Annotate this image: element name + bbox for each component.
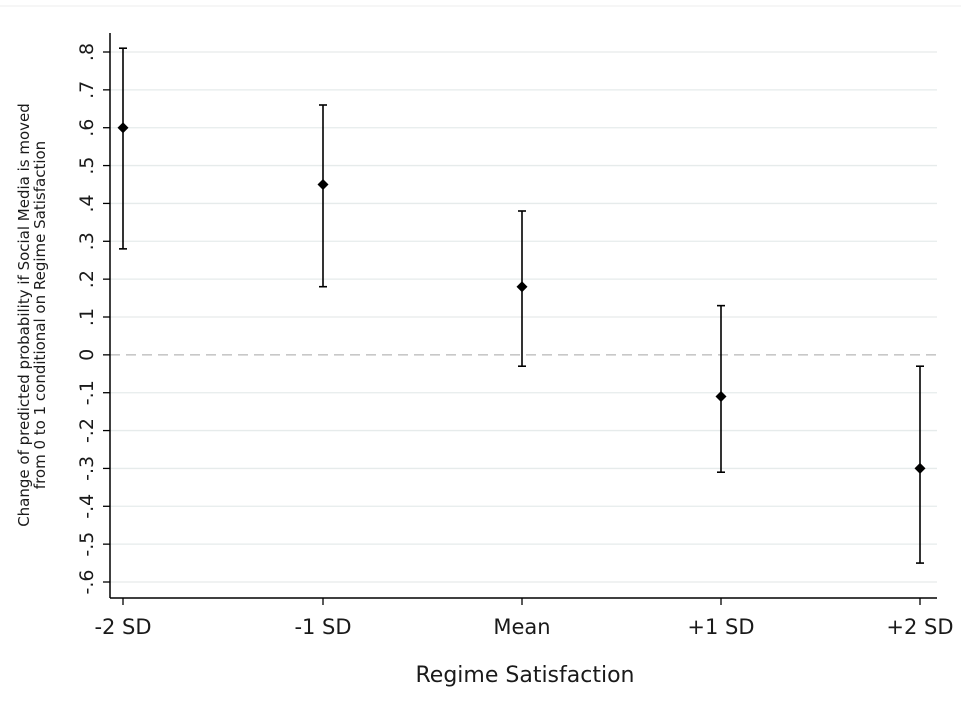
y-axis-title-line-2: from 0 to 1 conditional on Regime Satisf… [31,141,49,489]
data-point-group [117,47,129,250]
y-tick-label: -.2 [76,418,98,443]
y-tick-label: .3 [76,232,98,250]
x-tick-layer: -2 SD -1 SD Mean +1 SD +2 SD [94,615,953,639]
x-axis-title: Regime Satisfaction [416,663,635,688]
data-point-group [516,210,528,368]
x-tick-label: -2 SD [94,615,151,639]
point-estimate-marker [516,281,528,293]
point-estimate-marker [317,179,329,190]
y-tick-label: -.1 [76,380,98,405]
y-tick-label: .1 [76,308,98,326]
y-tick-label: .6 [76,119,98,137]
point-estimate-marker [914,462,926,474]
y-tick-label: -.4 [76,494,98,519]
y-tick-label: -.5 [76,532,98,557]
y-tick-label: .4 [76,194,98,212]
x-tick-label: -1 SD [294,615,351,639]
y-tick-label: .8 [76,43,98,61]
data-point-group [914,365,926,564]
data-point-group [317,104,329,288]
y-axis-title: Change of predicted probability if Socia… [15,103,49,527]
y-tick-layer: .8 .7 .6 .5 .4 .3 .2 .1 0 -.1 -.2 -.3 -.4 -.5 -.6 [76,43,98,595]
grid-layer [110,51,937,583]
y-tick-label: .5 [76,157,98,175]
y-tick-label: .7 [76,81,98,99]
axis-layer [103,33,937,605]
point-estimate-marker [117,122,129,134]
data-point-group [715,304,727,474]
y-tick-label: .2 [76,270,98,288]
x-tick-label: +1 SD [687,615,754,639]
y-tick-label: -.3 [76,456,98,481]
point-estimate-marker [715,391,727,402]
y-tick-label: -.6 [76,570,98,595]
series-layer [117,47,926,564]
y-tick-label: 0 [76,349,98,361]
x-tick-label: +2 SD [886,615,953,639]
y-axis-title-line-1: Change of predicted probability if Socia… [15,103,33,527]
x-tick-label: Mean [493,615,550,639]
